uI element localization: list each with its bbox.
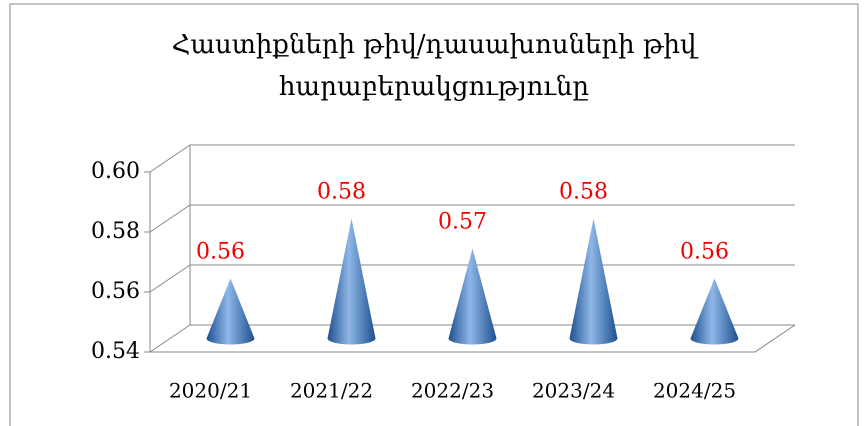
cone [327,218,376,345]
x-tick-label: 2021/22 [290,379,373,403]
value-label: 0.56 [196,240,245,265]
value-label: 0.56 [680,240,729,265]
cone [206,278,255,345]
chart-title: Հաստիքների թիվ/դասախոսների թիվ [172,30,699,60]
x-tick-label: 2024/25 [653,379,736,403]
cone [569,218,618,345]
x-tick-label: 2020/21 [169,379,252,403]
chart-title: հարաբերակցությունը [279,72,589,102]
y-tick-label: 0.58 [91,219,140,244]
y-tick-label: 0.60 [91,159,140,184]
value-label: 0.58 [559,180,608,205]
value-label: 0.58 [317,180,366,205]
floor-line [150,324,796,353]
x-tick-label: 2023/24 [532,379,615,403]
grid-line [149,204,795,233]
grid-line [149,144,795,173]
y-tick-label: 0.54 [91,339,140,364]
cone [690,278,739,345]
value-label: 0.57 [438,210,487,235]
x-tick-label: 2022/23 [411,379,494,403]
chart-border [9,3,859,426]
y-tick-label: 0.56 [91,279,140,304]
cone [448,248,497,345]
